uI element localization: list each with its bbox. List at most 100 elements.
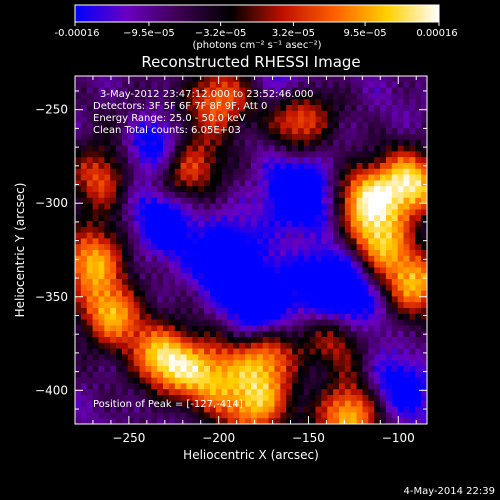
- heatmap-cell: [180, 342, 188, 350]
- heatmap-cell: [286, 163, 293, 170]
- heatmap-cell: [286, 377, 293, 384]
- heatmap-cell: [297, 354, 305, 361]
- heatmap-cell: [391, 192, 399, 199]
- heatmap-cell: [280, 319, 287, 326]
- heatmap-cell: [215, 221, 223, 228]
- heatmap-cell: [262, 128, 270, 135]
- heatmap-cell: [292, 337, 299, 344]
- heatmap-cell: [221, 99, 229, 106]
- heatmap-cell: [339, 395, 346, 402]
- heatmap-cell: [127, 284, 135, 292]
- heatmap-cell: [415, 157, 422, 164]
- heatmap-cell: [251, 209, 258, 216]
- heatmap-cell: [227, 284, 234, 292]
- heatmap-cell: [251, 99, 258, 106]
- heatmap-cell: [268, 122, 276, 129]
- heatmap-cell: [221, 296, 229, 303]
- heatmap-cell: [274, 395, 281, 402]
- heatmap-cell: [403, 389, 410, 396]
- heatmap-cell: [157, 331, 164, 338]
- heatmap-cell: [127, 313, 135, 321]
- heatmap-cell: [75, 157, 82, 164]
- heatmap-cell: [186, 221, 193, 228]
- heatmap-cell: [133, 128, 141, 135]
- heatmap-cell: [380, 105, 387, 112]
- heatmap-cell: [397, 87, 405, 94]
- heatmap-cell: [421, 279, 427, 286]
- heatmap-cell: [292, 215, 299, 222]
- heatmap-cell: [116, 331, 123, 338]
- heatmap-cell: [204, 279, 211, 286]
- heatmap-cell: [133, 157, 141, 164]
- heatmap-cell: [297, 221, 305, 228]
- heatmap-cell: [350, 174, 358, 181]
- heatmap-cell: [127, 197, 135, 205]
- heatmap-cell: [297, 244, 305, 251]
- heatmap-cell: [121, 186, 129, 193]
- heatmap-cell: [245, 255, 252, 263]
- heatmap-cell: [368, 366, 375, 373]
- heatmap-cell: [245, 302, 252, 309]
- x-tick-label: −250: [112, 431, 145, 445]
- heatmap-cell: [344, 105, 352, 112]
- heatmap-cell: [209, 250, 217, 257]
- heatmap-cell: [157, 105, 164, 112]
- heatmap-cell: [321, 122, 328, 129]
- heatmap-cell: [286, 371, 293, 379]
- heatmap-cell: [151, 302, 158, 309]
- heatmap-cell: [192, 186, 199, 193]
- heatmap-cell: [151, 209, 158, 216]
- heatmap-cell: [233, 377, 240, 384]
- heatmap-cell: [139, 215, 146, 222]
- heatmap-cell: [251, 157, 258, 164]
- heatmap-cell: [145, 134, 152, 141]
- heatmap-cell: [168, 244, 176, 251]
- heatmap-cell: [280, 221, 287, 228]
- heatmap-cell: [350, 290, 358, 297]
- heatmap-cell: [198, 308, 205, 315]
- heatmap-cell: [397, 139, 405, 147]
- heatmap-cell: [198, 145, 205, 152]
- heatmap-cell: [80, 284, 88, 292]
- heatmap-cell: [339, 163, 346, 170]
- heatmap-cell: [315, 383, 322, 390]
- heatmap-cell: [192, 255, 199, 263]
- heatmap-cell: [215, 226, 223, 234]
- heatmap-cell: [80, 319, 88, 326]
- heatmap-cell: [186, 366, 193, 373]
- heatmap-cell: [315, 400, 322, 408]
- heatmap-cell: [233, 395, 240, 402]
- heatmap-cell: [116, 226, 123, 234]
- heatmap-cell: [239, 134, 246, 141]
- heatmap-cell: [110, 116, 117, 123]
- heatmap-cell: [116, 383, 123, 390]
- heatmap-cell: [245, 215, 252, 222]
- heatmap-cell: [221, 395, 229, 402]
- heatmap-cell: [163, 134, 170, 141]
- heatmap-cell: [344, 250, 352, 257]
- heatmap-cell: [75, 296, 82, 303]
- heatmap-cell: [421, 157, 427, 164]
- heatmap-cell: [362, 203, 369, 210]
- heatmap-cell: [139, 134, 146, 141]
- heatmap-cell: [327, 273, 334, 280]
- heatmap-cell: [133, 400, 141, 408]
- heatmap-cell: [133, 209, 141, 216]
- heatmap-cell: [75, 116, 82, 123]
- heatmap-cell: [75, 76, 82, 83]
- heatmap-cell: [421, 215, 427, 222]
- heatmap-cell: [163, 290, 170, 297]
- heatmap-cell: [174, 209, 182, 216]
- heatmap-cell: [163, 116, 170, 123]
- heatmap-cell: [356, 145, 364, 152]
- heatmap-cell: [227, 279, 234, 286]
- heatmap-cell: [321, 284, 328, 292]
- heatmap-cell: [104, 261, 111, 268]
- heatmap-cell: [192, 122, 199, 129]
- heatmap-cell: [75, 366, 82, 373]
- heatmap-cell: [409, 255, 416, 263]
- heatmap-cell: [163, 360, 170, 367]
- heatmap-cell: [303, 267, 311, 274]
- heatmap-cell: [362, 87, 369, 94]
- heatmap-cell: [163, 203, 170, 210]
